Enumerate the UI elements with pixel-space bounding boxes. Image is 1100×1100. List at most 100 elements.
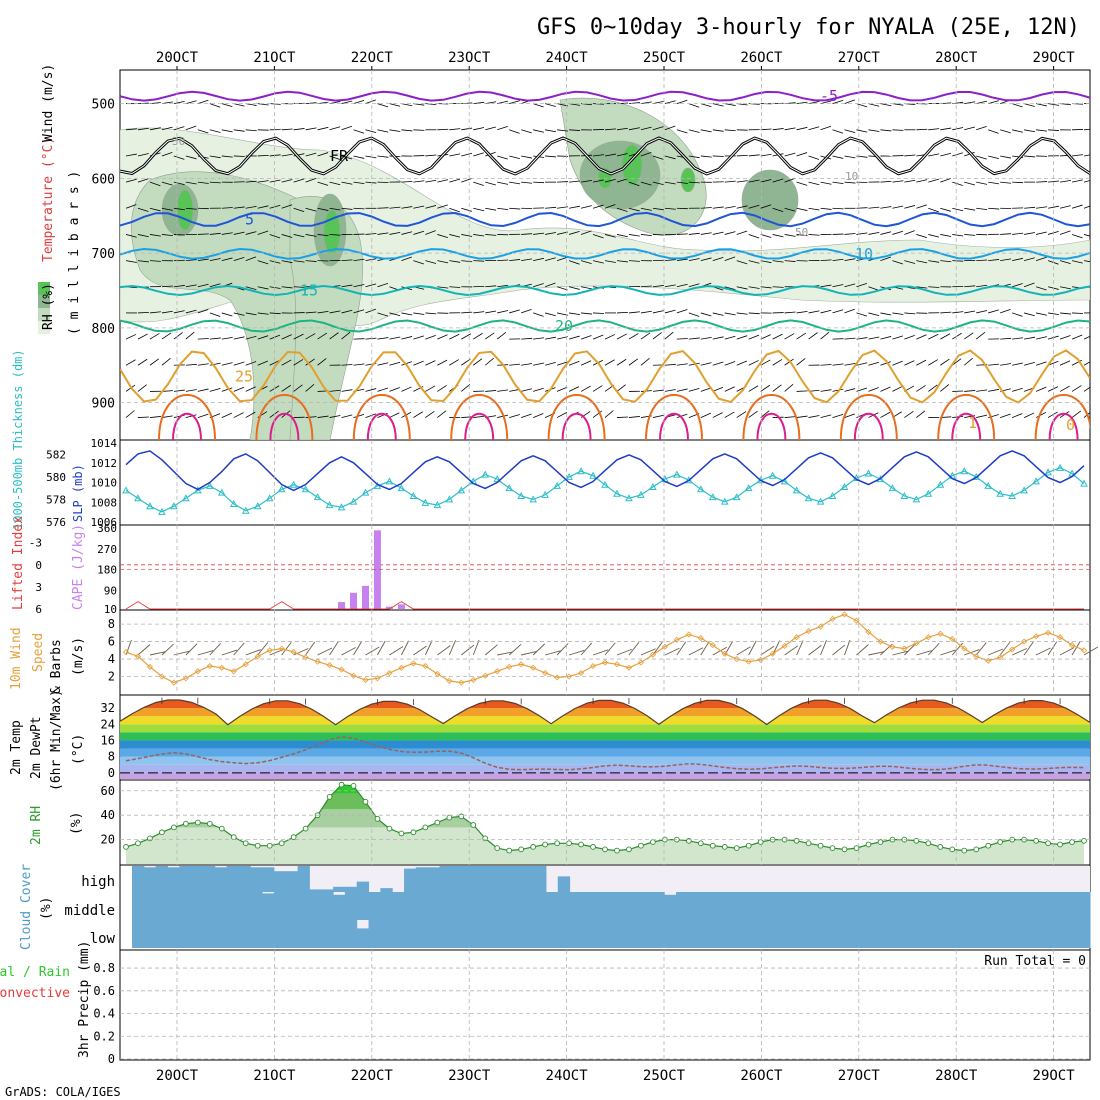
wind-barb bbox=[580, 286, 592, 290]
thickness-point bbox=[409, 491, 418, 500]
thickness-point bbox=[158, 507, 166, 515]
wind-barb bbox=[317, 181, 329, 186]
wind-barb bbox=[796, 390, 808, 392]
thickness-point bbox=[912, 495, 921, 503]
wind10m-point bbox=[913, 640, 920, 647]
wind-barb bbox=[1024, 129, 1036, 133]
wind10m-barb bbox=[975, 642, 987, 656]
thickness-point bbox=[289, 480, 298, 488]
wind-barb bbox=[413, 335, 425, 340]
cloud-middle-cell bbox=[936, 892, 949, 920]
wind-barb bbox=[221, 103, 233, 108]
thickness-point bbox=[553, 481, 561, 489]
wind-barb bbox=[664, 331, 674, 340]
wind10m-point bbox=[601, 659, 609, 666]
wind-barb bbox=[377, 312, 389, 317]
cloud-high-cell bbox=[191, 866, 204, 892]
cloud-high-cell bbox=[474, 866, 488, 892]
cloud-low-cell bbox=[427, 920, 441, 948]
isotherm-35-arc bbox=[951, 412, 982, 440]
wind-barb bbox=[760, 384, 771, 392]
wind-barb bbox=[868, 361, 880, 366]
cape-bar bbox=[350, 592, 358, 609]
wind-barb bbox=[616, 416, 628, 418]
cloud-low-cell bbox=[557, 920, 571, 948]
wind-barb bbox=[616, 358, 627, 366]
wind10m-barb bbox=[281, 641, 292, 656]
isotherm-5 bbox=[120, 211, 1090, 228]
wind10m-point bbox=[925, 634, 932, 641]
wind10m-barb bbox=[700, 641, 710, 656]
credit-text: GrADS: COLA/IGES bbox=[5, 1085, 121, 1099]
thickness-point bbox=[505, 484, 514, 492]
y-label-temperature: Temperature (°C) bbox=[41, 137, 56, 262]
rh2m-point bbox=[853, 845, 860, 851]
cloud-middle-cell bbox=[865, 892, 878, 920]
cloud-high-cell bbox=[427, 867, 441, 892]
cloud-low-cell bbox=[900, 920, 914, 948]
wind-barb bbox=[341, 259, 353, 262]
cloud-middle-cell bbox=[877, 892, 890, 920]
wind-barb bbox=[197, 129, 209, 134]
thickness-line bbox=[125, 467, 1085, 513]
wind-barb bbox=[664, 125, 676, 131]
wind-barb bbox=[377, 337, 389, 340]
wind-barb bbox=[413, 230, 425, 235]
thickness-point bbox=[325, 501, 334, 509]
wind-barb bbox=[305, 416, 317, 418]
wind-barb bbox=[1000, 363, 1012, 366]
wind-barb bbox=[233, 103, 245, 107]
wind-barb bbox=[581, 312, 593, 315]
cloud-middle-cell bbox=[971, 892, 985, 920]
wind-barb bbox=[161, 285, 173, 288]
thickness-point bbox=[577, 467, 585, 475]
wind-barb bbox=[437, 359, 448, 366]
pressure-tick: 600 bbox=[92, 172, 115, 187]
wind-barb bbox=[401, 129, 413, 132]
wind-barb bbox=[892, 129, 904, 131]
temp-band bbox=[120, 756, 1090, 765]
wind10m-barb bbox=[784, 645, 798, 656]
wind-barb bbox=[652, 126, 664, 131]
wind-barb bbox=[628, 181, 640, 187]
wind10m-point bbox=[781, 642, 788, 650]
wind-barb bbox=[485, 310, 497, 314]
thickness-point bbox=[265, 494, 274, 502]
isotherm-label-25: 25 bbox=[235, 367, 253, 385]
wind-barb bbox=[760, 410, 770, 418]
wind-barb bbox=[580, 205, 592, 209]
cloud-high-cell bbox=[155, 866, 168, 892]
wind-barb bbox=[257, 260, 269, 265]
wind10m-barb bbox=[293, 648, 309, 656]
pressure-tick: 900 bbox=[92, 397, 115, 412]
wind-barb bbox=[964, 285, 976, 288]
cloud-low-cell bbox=[522, 920, 535, 948]
wind-barb bbox=[185, 414, 197, 418]
wind-barb bbox=[137, 260, 149, 263]
wind-barb bbox=[425, 154, 437, 157]
thickness-point bbox=[828, 491, 837, 500]
wind-barb bbox=[604, 260, 616, 263]
wind-barb bbox=[676, 413, 688, 418]
rh-contour-label: 10 bbox=[845, 170, 858, 183]
wind-barb bbox=[233, 231, 245, 235]
thickness-point bbox=[433, 501, 442, 509]
wind-barb bbox=[473, 332, 483, 340]
cloud-low-cell bbox=[1054, 920, 1067, 948]
wind10m-barb bbox=[652, 641, 663, 656]
rh2m-point bbox=[494, 845, 501, 851]
wind-barb bbox=[389, 103, 401, 107]
wind-barb bbox=[832, 100, 844, 105]
rh2m-point bbox=[470, 822, 477, 828]
wind-barb bbox=[916, 128, 928, 131]
wind-barb bbox=[784, 234, 796, 237]
wind-barb bbox=[497, 284, 509, 288]
rh2m-point bbox=[326, 794, 333, 800]
wind10m-point bbox=[721, 650, 728, 657]
rh2m-point bbox=[159, 829, 165, 836]
wind10m-point bbox=[338, 666, 345, 673]
wind-barb bbox=[820, 364, 832, 366]
wind-barb bbox=[820, 125, 832, 131]
cloud-high-cell bbox=[321, 889, 334, 892]
wind-barb bbox=[700, 232, 712, 235]
